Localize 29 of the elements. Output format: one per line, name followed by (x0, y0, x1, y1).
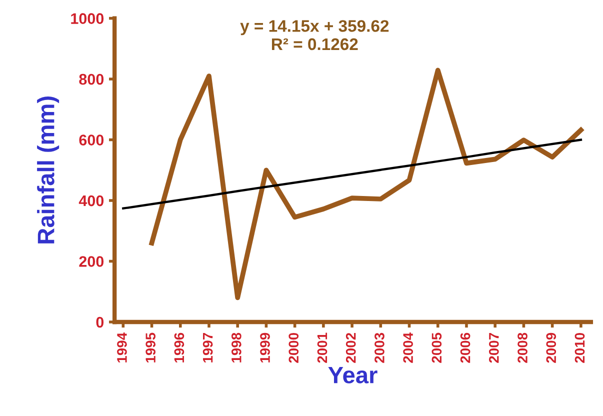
x-tick-label: 1998 (231, 332, 242, 362)
x-tick-label: 1997 (202, 333, 213, 362)
x-tick-label: 1999 (260, 332, 270, 362)
y-tick-label: 600 (79, 134, 104, 146)
x-tick-label: 2006 (460, 332, 470, 363)
x-tick-label: 2003 (374, 332, 384, 363)
x-tick-label: 2001 (317, 332, 328, 363)
x-tick-label: 2005 (432, 332, 442, 363)
x-tick-label: 2009 (546, 332, 556, 363)
y-tick-label: 0 (96, 316, 104, 328)
x-tick-label: 1994 (117, 332, 127, 362)
x-axis-title: Year (328, 366, 378, 384)
x-tick-label: 2004 (403, 332, 413, 363)
x-tick-label: 2000 (288, 332, 299, 363)
y-tick-label: 800 (79, 74, 104, 85)
annotation: R² = 0.1262 (272, 38, 358, 50)
x-tick-label: 1996 (174, 332, 184, 362)
annotation: y = 14.15x + 359.62 (240, 20, 389, 36)
x-tick-label: 2010 (574, 332, 585, 363)
x-tick-label: 2007 (488, 333, 499, 363)
x-tick-label: 2008 (518, 332, 528, 363)
line-series (149, 68, 584, 300)
x-tick-label: 2002 (346, 332, 356, 363)
line-series (122, 138, 582, 210)
y-tick-label: 1000 (71, 13, 104, 24)
y-axis-title: Rainfall (mm) (37, 96, 60, 244)
y-tick-label: 200 (79, 256, 104, 267)
y-tick-label: 400 (78, 195, 104, 206)
x-tick-label: 1995 (146, 332, 156, 362)
